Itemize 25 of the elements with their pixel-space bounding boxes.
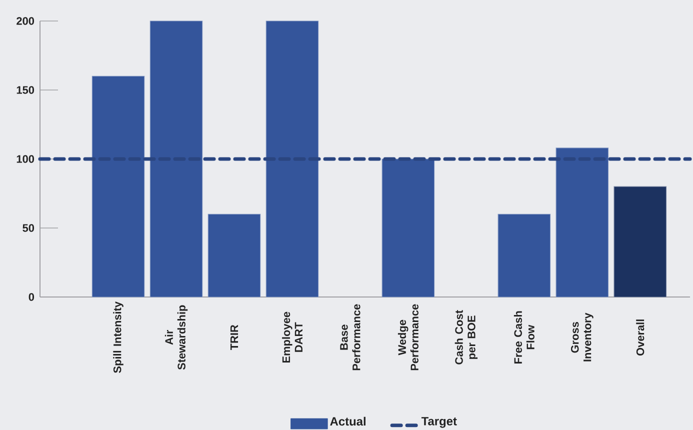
bar bbox=[208, 214, 261, 298]
bar bbox=[150, 20, 203, 298]
x-tick-label: Cash Cost per BOE bbox=[454, 310, 478, 364]
x-tick-label: Wedge Performance bbox=[398, 304, 418, 370]
x-tick-label: Employee DART bbox=[282, 312, 302, 363]
y-tick-label: 50 bbox=[22, 224, 34, 232]
bar bbox=[556, 148, 609, 298]
legend-label: Actual bbox=[330, 416, 366, 426]
bar bbox=[382, 158, 435, 298]
x-tick-label: Spill Intensity bbox=[113, 302, 124, 373]
x-tick-label: TRIR bbox=[230, 324, 238, 350]
x-tick-label: Free Cash Flow bbox=[514, 311, 534, 364]
x-tick-label: Overall bbox=[636, 320, 644, 356]
bar bbox=[498, 214, 551, 298]
x-tick-label: Gross Inventory bbox=[570, 312, 594, 362]
y-tick-label: 0 bbox=[28, 293, 34, 301]
y-tick-label: 100 bbox=[16, 155, 34, 163]
bar bbox=[614, 186, 667, 298]
y-tick-label: 150 bbox=[16, 86, 34, 94]
bar bbox=[92, 76, 145, 298]
legend-label: Target bbox=[421, 417, 457, 428]
x-tick-label: Air Stewardship bbox=[164, 305, 188, 370]
y-tick-label: 200 bbox=[16, 17, 34, 25]
bar bbox=[266, 20, 319, 298]
x-tick-label: Base Performance bbox=[340, 304, 360, 370]
